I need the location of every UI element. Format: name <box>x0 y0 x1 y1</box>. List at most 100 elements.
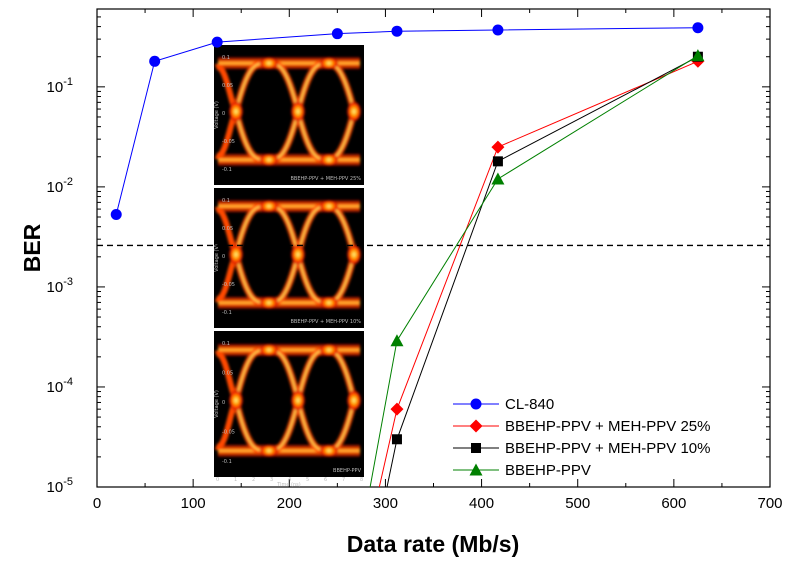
data-series <box>110 22 705 487</box>
eye-y-tick-label: 0.1 <box>222 198 230 204</box>
eye-panel-caption: BBEHP-PPV + MEH-PPV 25% <box>291 176 362 182</box>
eye-hotspot <box>320 200 338 213</box>
eye-crossing <box>291 390 305 411</box>
eye-hotspot <box>260 343 278 356</box>
eye-y-label: Voltage (V) <box>214 390 220 418</box>
eye-x-tick-label: 2 <box>252 477 255 483</box>
x-tick-label: 200 <box>277 495 302 512</box>
x-tick-label: 500 <box>565 495 590 512</box>
eye-hotspot <box>260 296 278 309</box>
eye-pattern <box>214 343 361 457</box>
x-tick-label: 600 <box>661 495 686 512</box>
eye-y-tick-label: 0 <box>222 111 225 117</box>
eye-y-label: Voltage (V) <box>214 244 220 272</box>
eye-hotspot <box>320 57 338 70</box>
data-point <box>491 140 505 154</box>
data-point <box>211 36 223 48</box>
legend: CL-840 BBEHP-PPV + MEH-PPV 25% BBEHP-PPV +… <box>453 396 711 479</box>
eye-y-tick-label: -0.1 <box>222 459 232 465</box>
data-point <box>692 22 704 34</box>
eye-y-label: Voltage (V) <box>214 101 220 129</box>
x-tick-label: 700 <box>757 495 782 512</box>
legend-entry: BBEHP-PPV + MEH-PPV 10% <box>453 440 711 457</box>
eye-crossing <box>229 101 243 122</box>
eye-x-tick-label: 4 <box>288 477 291 483</box>
eye-y-tick-label: -0.05 <box>222 139 235 145</box>
eye-x-tick-label: 5 <box>306 477 309 483</box>
eye-y-tick-label: 0.1 <box>222 55 230 61</box>
eye-y-tick-label: 0.1 <box>222 341 230 347</box>
axis-ticks <box>96 9 771 488</box>
eye-panel-caption: BBEHP-PPV + MEH-PPV 10% <box>291 319 362 325</box>
eye-pattern <box>214 57 361 166</box>
eye-y-tick-label: -0.05 <box>222 430 235 436</box>
eye-rail <box>218 57 360 70</box>
data-point <box>469 419 483 433</box>
series-line <box>386 56 699 487</box>
legend-entry: BBEHP-PPV + MEH-PPV 25% <box>453 418 711 435</box>
series-bbehp-ppv-meh-ppv-10- <box>386 51 703 487</box>
y-tick-exponent: -5 <box>63 476 73 488</box>
eye-panel-caption: BBEHP-PPV <box>333 468 362 474</box>
eye-x-tick-label: 7 <box>342 477 345 483</box>
data-point <box>492 156 503 167</box>
y-tick-exponent: -3 <box>63 276 73 288</box>
data-point <box>390 402 404 416</box>
legend-label: CL-840 <box>505 396 554 413</box>
legend-label: BBEHP-PPV + MEH-PPV 10% <box>505 440 711 457</box>
eye-hotspot <box>260 444 278 457</box>
eye-pattern <box>214 200 361 309</box>
eye-diagram-panel: Voltage (V) 0.1 0.05 0 -0.05 -0.1 BBEHP-PPV + … <box>214 45 364 185</box>
data-point <box>331 28 343 40</box>
y-tick-label: 10-4 <box>47 376 73 396</box>
data-point <box>391 434 402 445</box>
eye-hotspot <box>260 57 278 70</box>
eye-hotspot <box>260 200 278 213</box>
data-point <box>491 172 505 185</box>
eye-y-tick-label: 0.05 <box>222 83 233 89</box>
eye-y-tick-label: 0.05 <box>222 226 233 232</box>
legend-label: BBEHP-PPV + MEH-PPV 25% <box>505 418 711 435</box>
data-point <box>390 334 404 347</box>
y-tick-exponent: -2 <box>63 176 73 188</box>
plot-frame <box>96 8 771 488</box>
x-tick-label: 0 <box>93 495 101 512</box>
eye-crossing <box>347 390 361 411</box>
eye-x-tick-label: 1 <box>234 477 237 483</box>
eye-diagram-panel: Voltage (V) 0.1 0.05 0 -0.05 -0.1 BBEHP-PPV + … <box>214 188 364 328</box>
eye-y-tick-label: -0.1 <box>222 310 232 316</box>
x-tick-label: 400 <box>469 495 494 512</box>
eye-diagram-panel: Voltage (V) 0.1 0.05 0 -0.05 -0.1 BBEHP-PPV 0 1 2… <box>214 331 364 488</box>
eye-hotspot <box>320 153 338 166</box>
data-point <box>149 55 161 67</box>
legend-entry: CL-840 <box>453 396 554 413</box>
eye-y-tick-label: 0 <box>222 254 225 260</box>
series-line <box>369 55 699 487</box>
eye-hotspot <box>320 444 338 457</box>
series-bbehp-ppv-meh-ppv-25- <box>378 54 705 487</box>
eye-crossing <box>229 390 243 411</box>
y-axis-title: BER <box>19 223 45 272</box>
eye-x-tick-label: 0 <box>216 477 219 483</box>
eye-crossing <box>347 244 361 265</box>
y-tick-label: 10-5 <box>47 476 73 496</box>
eye-diagram-inset: Voltage (V) 0.1 0.05 0 -0.05 -0.1 BBEHP-PPV + … <box>214 45 364 488</box>
eye-y-tick-label: -0.05 <box>222 282 235 288</box>
y-tick-label: 10-3 <box>47 276 73 296</box>
y-tick-label: 10-1 <box>47 76 73 96</box>
eye-x-label: Time (ns) <box>276 482 301 488</box>
eye-hotspot <box>320 296 338 309</box>
data-point <box>492 24 504 36</box>
series-line <box>378 60 699 487</box>
series-cl-840 <box>110 22 704 220</box>
series-bbehp-ppv <box>369 49 705 487</box>
y-tick-exponent: -1 <box>63 76 73 88</box>
eye-x-tick-label: 3 <box>270 477 273 483</box>
eye-crossing <box>291 101 305 122</box>
data-point <box>110 208 122 220</box>
x-axis-title: Data rate (Mb/s) <box>347 531 520 557</box>
eye-x-tick-label: 6 <box>324 477 327 483</box>
data-point <box>691 49 705 62</box>
data-point <box>470 398 482 410</box>
eye-hotspot <box>320 343 338 356</box>
